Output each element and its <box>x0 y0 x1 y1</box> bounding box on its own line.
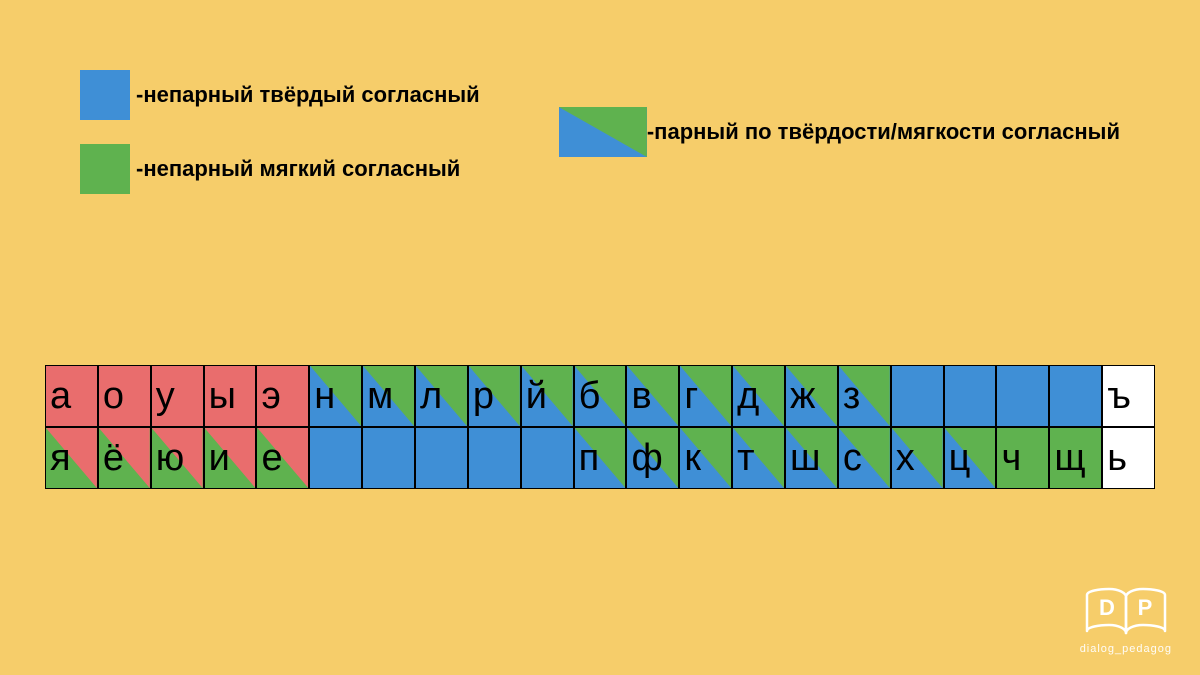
table-cell: я <box>45 427 98 489</box>
table-cell: м <box>362 365 415 427</box>
table-cell: б <box>574 365 627 427</box>
cell-letter: б <box>579 375 601 418</box>
table-cell <box>309 427 362 489</box>
cell-letter: х <box>896 437 915 480</box>
table-cell: е <box>256 427 309 489</box>
logo-letter-d: D <box>1099 595 1115 620</box>
cell-letter: р <box>473 375 494 418</box>
table-row: аоуыэнмлрйбвгджз ъ <box>45 365 1155 427</box>
table-cell: т <box>732 427 785 489</box>
table-cell: ш <box>785 427 838 489</box>
cell-letter: ф <box>631 437 662 480</box>
table-cell: у <box>151 365 204 427</box>
legend-left: -непарный твёрдый согласный -непарный мя… <box>80 70 480 194</box>
table-cell: п <box>574 427 627 489</box>
cell-letter: о <box>103 375 124 418</box>
table-cell: г <box>679 365 732 427</box>
cell-letter: с <box>843 437 862 480</box>
swatch-dual <box>559 107 647 157</box>
cell-letter: з <box>843 375 860 418</box>
table-cell: ё <box>98 427 151 489</box>
cell-letter: т <box>737 437 754 480</box>
table-cell: л <box>415 365 468 427</box>
legend-item-green: -непарный мягкий согласный <box>80 144 480 194</box>
table-cell <box>996 365 1049 427</box>
legend-label-blue: -непарный твёрдый согласный <box>136 82 480 108</box>
table-cell: э <box>256 365 309 427</box>
cell-letter: э <box>261 375 280 418</box>
table-cell: ъ <box>1102 365 1155 427</box>
logo-caption: dialog_pedagog <box>1080 643 1172 655</box>
table-cell <box>415 427 468 489</box>
table-cell: з <box>838 365 891 427</box>
legend: -непарный твёрдый согласный -непарный мя… <box>80 70 1120 194</box>
table-cell: ю <box>151 427 204 489</box>
table-cell <box>362 427 415 489</box>
table-cell: ф <box>626 427 679 489</box>
legend-label-green: -непарный мягкий согласный <box>136 156 460 182</box>
swatch-green <box>80 144 130 194</box>
cell-letter: в <box>631 375 651 418</box>
table-cell: о <box>98 365 151 427</box>
cell-letter: ь <box>1107 437 1127 480</box>
cell-letter: н <box>314 375 335 418</box>
cell-letter: ч <box>1001 437 1021 480</box>
table-cell: а <box>45 365 98 427</box>
table-cell: р <box>468 365 521 427</box>
cell-letter: ё <box>103 437 124 480</box>
table-cell <box>944 365 997 427</box>
cell-letter: д <box>737 375 759 418</box>
cell-letter: ъ <box>1107 375 1131 418</box>
cell-letter: ы <box>209 375 236 418</box>
sound-table: аоуыэнмлрйбвгджз ъ яёюие пфктшсхцчщь <box>45 365 1155 489</box>
legend-label-dual: -парный по твёрдости/мягкости согласный <box>647 119 1120 145</box>
cell-letter: и <box>209 437 230 480</box>
table-cell <box>468 427 521 489</box>
cell-letter: г <box>684 375 698 418</box>
table-cell: й <box>521 365 574 427</box>
cell-letter: е <box>261 437 282 480</box>
cell-letter: п <box>579 437 600 480</box>
cell-letter: щ <box>1054 437 1085 480</box>
cell-letter: я <box>50 437 71 480</box>
logo-letter-p: P <box>1138 595 1153 620</box>
legend-item-blue: -непарный твёрдый согласный <box>80 70 480 120</box>
table-cell: д <box>732 365 785 427</box>
book-icon: D P <box>1081 583 1171 641</box>
cell-letter: ш <box>790 437 821 480</box>
table-cell: с <box>838 427 891 489</box>
cell-letter: ж <box>790 375 815 418</box>
cell-letter: у <box>156 375 175 418</box>
cell-letter: м <box>367 375 393 418</box>
cell-letter: а <box>50 375 71 418</box>
table-cell: ж <box>785 365 838 427</box>
table-row: яёюие пфктшсхцчщь <box>45 427 1155 489</box>
cell-letter: л <box>420 375 442 418</box>
table-cell <box>521 427 574 489</box>
table-cell: н <box>309 365 362 427</box>
cell-letter: ю <box>156 437 185 480</box>
table-cell: ь <box>1102 427 1155 489</box>
table-cell <box>1049 365 1102 427</box>
table-cell: к <box>679 427 732 489</box>
cell-letter: й <box>526 375 547 418</box>
table-cell: и <box>204 427 257 489</box>
cell-letter: ц <box>949 437 971 480</box>
table-cell: ц <box>944 427 997 489</box>
table-cell: ч <box>996 427 1049 489</box>
swatch-blue <box>80 70 130 120</box>
legend-item-dual: -парный по твёрдости/мягкости согласный <box>559 70 1120 194</box>
table-cell: щ <box>1049 427 1102 489</box>
table-cell: ы <box>204 365 257 427</box>
logo: D P dialog_pedagog <box>1080 583 1172 655</box>
table-cell: х <box>891 427 944 489</box>
table-cell: в <box>626 365 679 427</box>
table-cell <box>891 365 944 427</box>
cell-letter: к <box>684 437 701 480</box>
